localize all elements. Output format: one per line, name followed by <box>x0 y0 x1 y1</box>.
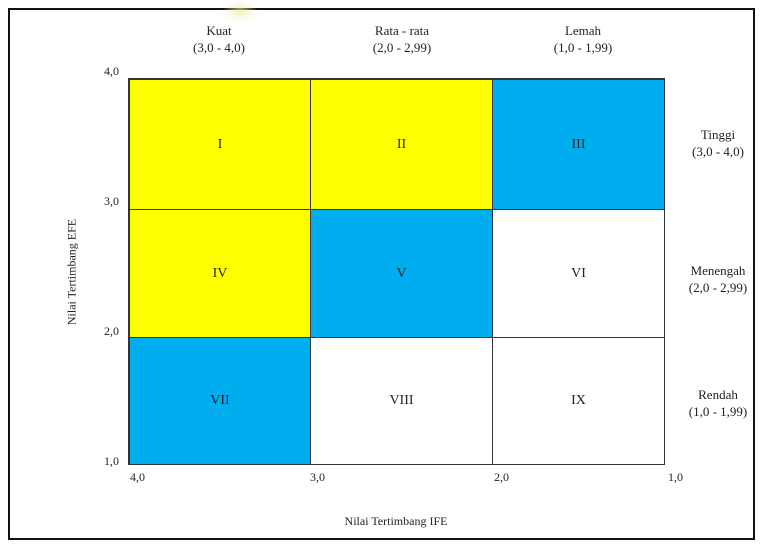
row-header-rendah: Rendah (1,0 - 1,99) <box>678 386 758 420</box>
cell-vii: VII <box>129 337 311 465</box>
cell-viii: VIII <box>310 337 493 465</box>
row-label: Menengah <box>690 263 746 278</box>
cell-numeral: II <box>396 136 407 152</box>
row-header-menengah: Menengah (2,0 - 2,99) <box>678 262 758 296</box>
x-tick: 1,0 <box>668 470 683 484</box>
row-label: Tinggi <box>700 127 736 142</box>
cell-numeral: V <box>396 265 407 281</box>
y-tick: 4,0 <box>104 64 119 78</box>
ie-matrix-grid: I II III IV V VI VII VIII IX <box>128 78 665 465</box>
x-tick: 2,0 <box>494 470 509 484</box>
column-label: Rata - rata <box>374 23 430 38</box>
column-range: (3,0 - 4,0) <box>193 40 245 55</box>
cell-iv: IV <box>129 209 311 338</box>
y-axis-title: Nilai Tertimbang EFE <box>64 218 79 326</box>
y-tick: 1,0 <box>104 454 119 468</box>
cell-numeral: IV <box>212 265 228 281</box>
x-tick: 3,0 <box>310 470 325 484</box>
cell-ix: IX <box>492 337 665 465</box>
column-label: Kuat <box>206 23 232 38</box>
y-tick: 3,0 <box>104 194 119 208</box>
cell-numeral: VIII <box>389 393 414 408</box>
row-range: (2,0 - 2,99) <box>688 280 748 295</box>
cell-vi: VI <box>492 209 665 338</box>
cell-numeral: I <box>217 136 223 152</box>
column-range: (2,0 - 2,99) <box>372 40 432 55</box>
column-header-kuat: Kuat (3,0 - 4,0) <box>154 22 284 56</box>
column-header-rata-rata: Rata - rata (2,0 - 2,99) <box>337 22 467 56</box>
column-range: (1,0 - 1,99) <box>553 40 613 55</box>
cell-numeral: VII <box>210 393 230 408</box>
x-tick: 4,0 <box>130 470 145 484</box>
cell-iii: III <box>492 79 665 210</box>
row-range: (1,0 - 1,99) <box>688 404 748 419</box>
cell-numeral: III <box>571 136 586 152</box>
column-label: Lemah <box>564 23 602 38</box>
cell-i: I <box>129 79 311 210</box>
cell-v: V <box>310 209 493 338</box>
cell-numeral: IX <box>571 393 586 408</box>
cell-ii: II <box>310 79 493 210</box>
watermark-smudge <box>222 0 258 22</box>
row-header-tinggi: Tinggi (3,0 - 4,0) <box>678 126 758 160</box>
row-range: (3,0 - 4,0) <box>692 144 744 159</box>
y-tick: 2,0 <box>104 324 119 338</box>
x-axis-title: Nilai Tertimbang IFE <box>344 514 448 528</box>
column-header-lemah: Lemah (1,0 - 1,99) <box>518 22 648 56</box>
cell-numeral: VI <box>571 265 586 281</box>
row-label: Rendah <box>698 387 738 402</box>
